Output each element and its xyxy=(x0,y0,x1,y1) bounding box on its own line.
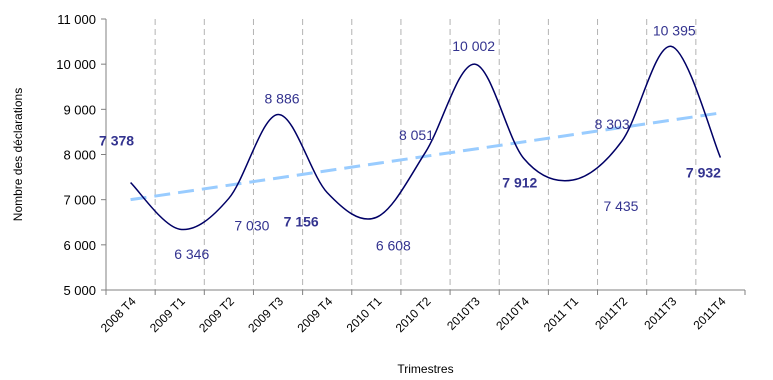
data-label: 10 002 xyxy=(452,38,495,54)
y-tick-label: 9 000 xyxy=(63,102,96,117)
x-tick-label: 2009 T4 xyxy=(294,294,335,335)
data-labels: 7 378 6 346 7 030 8 886 7 156 6 608 8 051 10 00… xyxy=(99,22,721,262)
x-tick-label: 2011T2 xyxy=(592,294,630,332)
data-label: 8 051 xyxy=(399,127,434,143)
y-tick-label: 7 000 xyxy=(63,193,96,208)
x-tick-label: 2010 T1 xyxy=(344,294,385,335)
data-label: 7 030 xyxy=(234,217,269,233)
vertical-gridlines xyxy=(154,19,697,290)
x-tick-label: 2011T3 xyxy=(641,294,679,332)
x-tick-labels: 2008 T4 2009 T1 2009 T2 2009 T3 2009 T4 2010 … xyxy=(98,294,729,335)
y-tick-label: 8 000 xyxy=(63,148,96,163)
data-label: 6 346 xyxy=(174,246,209,262)
data-label: 7 932 xyxy=(686,165,721,181)
x-axis-title: Trimestres xyxy=(397,362,453,376)
x-tick-label: 2009 T3 xyxy=(245,294,286,335)
y-tick-label: 6 000 xyxy=(63,238,96,253)
y-tick-label: 10 000 xyxy=(56,57,96,72)
y-tick-label: 5 000 xyxy=(63,283,96,298)
data-label: 6 608 xyxy=(376,237,411,253)
y-axis-title: Nombre des déclarations xyxy=(11,88,25,221)
trend-line xyxy=(130,111,721,202)
data-label: 8 303 xyxy=(595,116,630,132)
y-tick-labels: 5 000 6 000 7 000 8 000 9 000 10 000 11 000 xyxy=(56,12,96,298)
axes xyxy=(101,18,746,295)
data-label: 7 378 xyxy=(99,133,134,149)
data-label: 7 912 xyxy=(502,174,537,190)
x-tick-label: 2010T4 xyxy=(493,294,532,333)
x-tick-label: 2010T3 xyxy=(444,294,483,333)
data-label: 7 156 xyxy=(284,214,319,230)
series-line xyxy=(130,45,722,231)
x-tick-label: 2009 T2 xyxy=(196,294,237,335)
x-tick-label: 2009 T1 xyxy=(147,294,188,335)
data-label: 7 435 xyxy=(603,198,638,214)
x-tick-label: 2010 T2 xyxy=(393,294,434,335)
x-tick-label: 2011 T1 xyxy=(541,294,581,334)
x-tick-label: 2008 T4 xyxy=(98,294,139,335)
y-tick-label: 11 000 xyxy=(57,12,96,27)
series-line-path xyxy=(130,45,722,231)
trend-line-path xyxy=(130,111,721,202)
data-label: 8 886 xyxy=(265,90,300,106)
x-tick-label: 2011T4 xyxy=(690,294,728,332)
data-label: 10 395 xyxy=(653,22,696,38)
